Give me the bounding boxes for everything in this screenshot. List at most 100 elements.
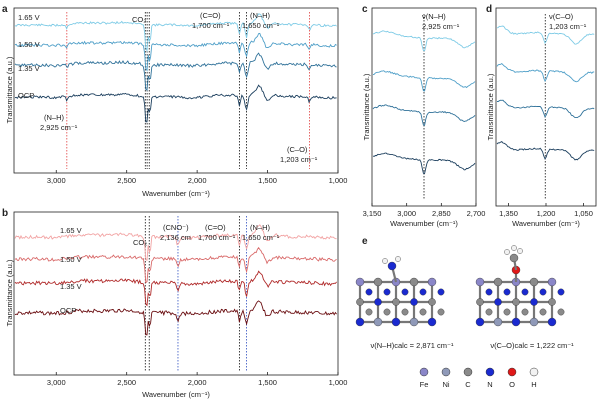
b-ann-co-label: (C=O) bbox=[205, 223, 226, 232]
d-series-line-0 bbox=[496, 25, 595, 45]
a-series-line-3 bbox=[14, 84, 337, 123]
d-ann-co-label: ν(C–O) bbox=[549, 12, 574, 21]
e-atom bbox=[409, 277, 419, 287]
panel-a-guide-lines bbox=[66, 12, 310, 169]
b-tick-label-3: 1,500 bbox=[258, 378, 277, 387]
b-series-label-3: OCP bbox=[60, 306, 76, 315]
e-atom bbox=[356, 298, 364, 306]
e-atom bbox=[494, 298, 502, 306]
a-ann-nh2925-label: (N–H) bbox=[44, 113, 65, 122]
e-atom bbox=[529, 277, 539, 287]
d-series-line-1 bbox=[496, 63, 595, 83]
panel-a-series-labels: 1.65 V 1.50 V 1.35 V OCP bbox=[18, 13, 40, 100]
e-atom bbox=[383, 288, 391, 296]
legend-swatch-n bbox=[485, 367, 495, 377]
e-atom bbox=[391, 317, 401, 327]
e-atom bbox=[547, 277, 557, 287]
e-atom bbox=[557, 308, 565, 316]
e-atom bbox=[517, 248, 523, 254]
d-tick-label-2: 1,050 bbox=[574, 209, 593, 218]
e-atom bbox=[521, 308, 529, 316]
e-atom bbox=[373, 277, 383, 287]
b-series-label-0: 1.65 V bbox=[60, 226, 82, 235]
panel-a: a 3,000 2,500 2,000 1,500 1,000 1.65 V 1.50 V… bbox=[2, 4, 347, 198]
a-tick-label-0: 3,000 bbox=[47, 176, 66, 185]
e-atom bbox=[557, 288, 565, 296]
b-series-line-1 bbox=[14, 246, 337, 284]
b-series-line-3 bbox=[14, 300, 337, 336]
panel-d-x-ticks: 1,350 1,200 1,050 bbox=[499, 203, 593, 218]
legend-label-h: H bbox=[531, 380, 536, 389]
panel-c-curves bbox=[372, 30, 476, 175]
legend-swatch-h bbox=[529, 367, 539, 377]
e-atom bbox=[392, 298, 400, 306]
legend-swatch-o bbox=[507, 367, 517, 377]
e-atom bbox=[493, 317, 503, 327]
e-atom bbox=[529, 317, 539, 327]
a-series-label-3: OCP bbox=[18, 91, 34, 100]
b-ann-co2: CO₂ bbox=[133, 238, 147, 247]
e-atom bbox=[410, 298, 418, 306]
d-tick-label-0: 1,350 bbox=[499, 209, 518, 218]
a-series-line-2 bbox=[14, 52, 337, 92]
e-atom bbox=[509, 253, 519, 263]
d-tick-label-1: 1,200 bbox=[537, 209, 556, 218]
panel-c-ylabel: Transmittance (a.u.) bbox=[362, 73, 371, 140]
a-tick-label-2: 2,000 bbox=[188, 176, 207, 185]
e-atom bbox=[511, 317, 521, 327]
d-series-line-2 bbox=[497, 99, 595, 119]
e-atom bbox=[511, 245, 517, 251]
e-atom bbox=[485, 288, 493, 296]
panel-c-frame bbox=[371, 7, 477, 207]
e-atom bbox=[427, 277, 437, 287]
b-tick-label-2: 2,000 bbox=[188, 378, 207, 387]
c-ann-nh-label: ν(N–H) bbox=[422, 12, 446, 21]
panel-b-frame bbox=[13, 211, 339, 376]
panel-d: d 1,350 1,200 1,050 Transmittance (a.u.) W… bbox=[486, 4, 597, 228]
panel-a-letter: a bbox=[2, 4, 8, 15]
panel-c: c 3,150 3,000 2,850 2,700 Transmittance (a.… bbox=[362, 4, 485, 228]
e-atom bbox=[437, 288, 445, 296]
a-ann-co2: CO₂ bbox=[132, 15, 146, 24]
e-atom bbox=[427, 317, 437, 327]
e-atom bbox=[409, 317, 419, 327]
c-series-line-3 bbox=[372, 152, 476, 175]
b-tick-label-0: 3,000 bbox=[47, 378, 66, 387]
a-series-label-1: 1.50 V bbox=[18, 40, 40, 49]
e-atom bbox=[512, 298, 520, 306]
c-tick-label-3: 2,700 bbox=[467, 209, 486, 218]
e-caption-left: ν(N–H)calc = 2,871 cm⁻¹ bbox=[371, 341, 454, 350]
a-ann-co1203-label: (C–O) bbox=[287, 145, 308, 154]
legend-swatch-ni bbox=[441, 367, 451, 377]
panel-e-letter: e bbox=[362, 236, 368, 247]
legend-label-fe: Fe bbox=[420, 380, 429, 389]
e-atom bbox=[547, 317, 557, 327]
e-atom bbox=[539, 288, 547, 296]
e-atom bbox=[493, 277, 503, 287]
panel-c-x-ticks: 3,150 3,000 2,850 2,700 bbox=[363, 203, 486, 218]
c-ann-nh-value: 2,925 cm⁻¹ bbox=[422, 22, 460, 31]
e-atom bbox=[383, 308, 391, 316]
panel-c-letter: c bbox=[362, 4, 368, 15]
legend-label-n: N bbox=[487, 380, 492, 389]
e-atom bbox=[530, 298, 538, 306]
c-series-line-2 bbox=[372, 104, 476, 126]
a-ann-co1203-value: 1,203 cm⁻¹ bbox=[280, 155, 318, 164]
c-series-line-0 bbox=[372, 30, 476, 52]
e-atom bbox=[539, 308, 547, 316]
a-ann-co-label: (C=O) bbox=[200, 11, 221, 20]
e-atom bbox=[401, 308, 409, 316]
e-atom bbox=[428, 298, 436, 306]
panel-a-curves bbox=[14, 13, 337, 123]
panel-b-guide-lines bbox=[144, 216, 247, 371]
e-atom bbox=[387, 261, 397, 271]
panel-e-structures bbox=[355, 245, 565, 327]
a-ann-co-value: 1,700 cm⁻¹ bbox=[192, 21, 230, 30]
b-series-label-1: 1.50 V bbox=[60, 255, 82, 264]
e-atom bbox=[521, 288, 529, 296]
panel-b-x-ticks: 3,000 2,500 2,000 1,500 1,000 bbox=[47, 372, 347, 387]
e-atom bbox=[503, 308, 511, 316]
e-atom bbox=[355, 277, 365, 287]
legend-label-c: C bbox=[465, 380, 471, 389]
legend-swatch-c bbox=[463, 367, 473, 377]
